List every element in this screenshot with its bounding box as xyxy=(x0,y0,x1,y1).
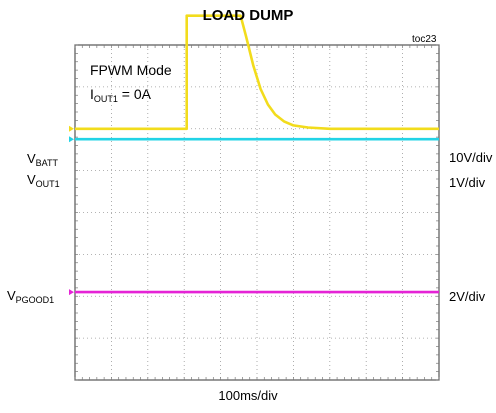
ground-marker-vout1 xyxy=(69,136,74,143)
trace-label-vpgood1-symbol: V xyxy=(7,288,16,303)
trace-label-vbatt-subscript: BATT xyxy=(35,158,59,168)
mode-annotation: FPWM Mode xyxy=(90,62,172,78)
ground-marker-vbatt xyxy=(69,125,74,132)
load-current-annotation: IOUT1 = 0A xyxy=(90,86,151,104)
ground-marker-vpgood1 xyxy=(69,289,74,296)
load-current-symbol: I xyxy=(90,86,94,102)
trace-label-vbatt: VBATT xyxy=(27,151,59,168)
trace-label-vpgood1-subscript: PGOOD1 xyxy=(15,295,55,305)
trace-layer xyxy=(69,14,439,296)
trace-label-vbatt-symbol: V xyxy=(27,151,36,166)
scale-label-vpgood1: 2V/div xyxy=(449,289,486,304)
trace-label-vout1-symbol: V xyxy=(27,172,36,187)
load-current-subscript: OUT1 xyxy=(93,94,118,104)
chart-title: LOAD DUMP xyxy=(202,7,294,24)
trace-label-vout1: VOUT1 xyxy=(27,172,60,189)
plot-grid xyxy=(74,44,440,381)
figure-id-label: toc23 xyxy=(412,34,437,45)
scale-label-vout1: 1V/div xyxy=(449,175,486,190)
trace-label-vout1-subscript: OUT1 xyxy=(35,179,60,189)
load-current-value: = 0A xyxy=(117,86,151,102)
trace-label-vpgood1: VPGOOD1 xyxy=(7,288,55,305)
x-axis-label: 100ms/div xyxy=(218,388,278,403)
trace-vbatt xyxy=(75,14,439,131)
scale-label-vbatt: 10V/div xyxy=(449,150,493,165)
